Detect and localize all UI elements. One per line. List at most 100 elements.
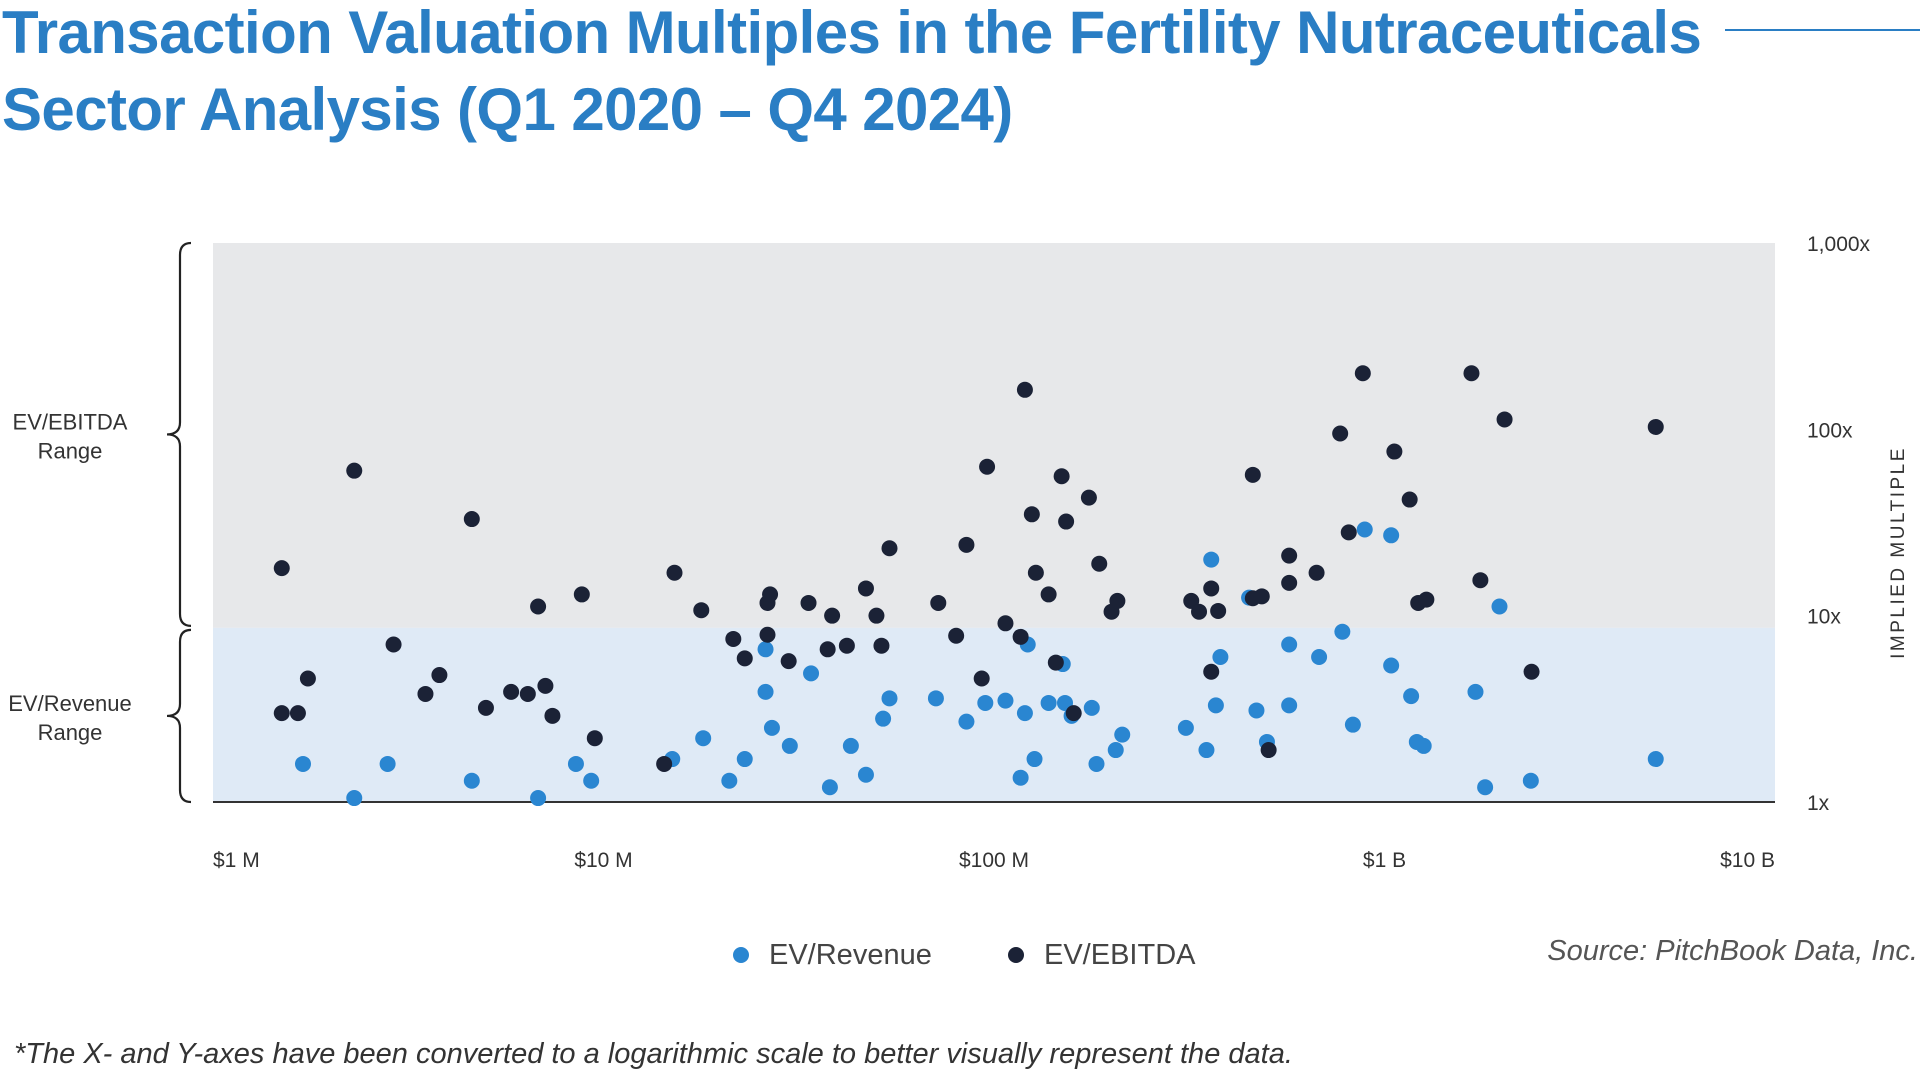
ev-revenue-point (1088, 755, 1105, 772)
ebitda-range-label: EV/EBITDA (13, 409, 128, 434)
ev-ebitda-point (530, 598, 547, 615)
ev-ebitda-point (1047, 654, 1064, 671)
ev-revenue-point (1207, 697, 1224, 714)
ev-ebitda-point (385, 636, 402, 653)
ev-revenue-point (1107, 742, 1124, 759)
ev-revenue-point (1311, 649, 1328, 666)
ev-revenue-point (1026, 751, 1043, 768)
footnote: *The X- and Y-axes have been converted t… (14, 1038, 1293, 1070)
ev-revenue-point (1040, 694, 1057, 711)
ev-revenue-point (1356, 521, 1373, 538)
ev-ebitda-point (725, 630, 742, 647)
ev-ebitda-point (477, 699, 494, 716)
ev-ebitda-point (958, 536, 975, 553)
ev-revenue-point (1016, 705, 1033, 722)
ev-ebitda-point (693, 602, 710, 619)
ev-revenue-point (997, 692, 1014, 709)
legend-item-ebitda: EV/EBITDA (1008, 935, 1196, 975)
ev-ebitda-point (780, 653, 797, 670)
ev-ebitda-point (948, 627, 965, 644)
ev-revenue-point (1647, 751, 1664, 768)
ev-revenue-point (1114, 726, 1131, 743)
ev-revenue-point (977, 694, 994, 711)
x-tick-label: $100 M (959, 849, 1029, 872)
ev-revenue-point (781, 737, 798, 754)
ev-revenue-point (736, 751, 753, 768)
chart-title: Transaction Valuation Multiples in the F… (2, 0, 1702, 143)
y-axis-label: IMPLIED MULTIPLE (1888, 446, 1909, 659)
ebitda-range-bracket (166, 241, 192, 627)
ev-ebitda-point (519, 685, 536, 702)
ev-ebitda-point (537, 677, 554, 694)
legend-label-ebitda: EV/EBITDA (1044, 938, 1196, 971)
ev-ebitda-point (1244, 466, 1261, 483)
y-tick-label: 10x (1807, 606, 1841, 629)
ev-revenue-point (881, 690, 898, 707)
ev-ebitda-point (1386, 443, 1403, 460)
ev-revenue-points (294, 521, 1664, 807)
ev-ebitda-point (1191, 603, 1208, 620)
ev-ebitda-point (1472, 572, 1489, 589)
ev-ebitda-point (868, 607, 885, 624)
ebitda-range-band (213, 243, 1775, 628)
y-tick-label: 1,000x (1807, 233, 1871, 256)
ev-revenue-point (379, 755, 396, 772)
ev-revenue-point (857, 766, 874, 783)
ev-revenue-point (294, 755, 311, 772)
ev-ebitda-point (1463, 365, 1480, 382)
ev-ebitda-point (1496, 411, 1513, 428)
ev-ebitda-point (1308, 564, 1325, 581)
ev-revenue-point (721, 772, 738, 789)
ev-ebitda-point (857, 580, 874, 597)
ev-revenue-point (463, 772, 480, 789)
ev-ebitda-point (1203, 663, 1220, 680)
range-brackets: EV/EBITDA Range EV/Revenue Range (8, 241, 192, 804)
x-tick-label: $10 M (574, 849, 632, 872)
ev-ebitda-point (759, 626, 776, 643)
ev-ebitda-point (1340, 524, 1357, 541)
ev-revenue-point (1203, 551, 1220, 568)
ev-revenue-point (1344, 716, 1361, 733)
ev-ebitda-point (463, 511, 480, 528)
ev-ebitda-point (800, 594, 817, 611)
ev-revenue-point (1177, 719, 1194, 736)
legend-label-revenue: EV/Revenue (769, 938, 932, 971)
ev-ebitda-point (1023, 506, 1040, 523)
ev-revenue-point (821, 779, 838, 796)
y-tick-label: 1x (1807, 792, 1830, 815)
ev-revenue-point (1477, 779, 1494, 796)
ev-ebitda-point (656, 755, 673, 772)
ev-ebitda-point (1080, 489, 1097, 506)
revenue-range-label: Range (38, 720, 103, 745)
ev-ebitda-point (1109, 592, 1126, 609)
ev-revenue-point (1415, 737, 1432, 754)
ev-ebitda-point (586, 730, 603, 747)
ev-ebitda-point (873, 637, 890, 654)
x-tick-label: $1 M (213, 849, 260, 872)
ev-revenue-point (1012, 769, 1029, 786)
ev-ebitda-point (273, 560, 290, 577)
ev-ebitda-point (1253, 588, 1270, 605)
y-tick-label: 100x (1807, 419, 1853, 442)
source-note: Source: PitchBook Data, Inc. (1547, 935, 1918, 967)
ev-ebitda-point (346, 462, 363, 479)
ev-ebitda-point (1065, 705, 1082, 722)
ev-revenue-point (1198, 742, 1215, 759)
y-axis-ticks: 1x 10x 100x 1,000x (1807, 233, 1871, 815)
ev-ebitda-point (431, 667, 448, 684)
ev-ebitda-point (1210, 602, 1227, 619)
ev-ebitda-point (881, 540, 898, 557)
revenue-range-bracket (166, 628, 192, 804)
ev-ebitda-point (1281, 574, 1298, 591)
ev-revenue-point (346, 790, 363, 807)
ev-ebitda-points (273, 365, 1664, 772)
ev-revenue-point (1334, 623, 1351, 640)
ev-revenue-point (530, 790, 547, 807)
ev-revenue-point (1522, 772, 1539, 789)
ev-revenue-point (803, 665, 820, 682)
ev-ebitda-point (417, 685, 434, 702)
ev-revenue-point (567, 755, 584, 772)
legend-marker-revenue (733, 947, 749, 963)
ev-ebitda-point (973, 670, 990, 687)
